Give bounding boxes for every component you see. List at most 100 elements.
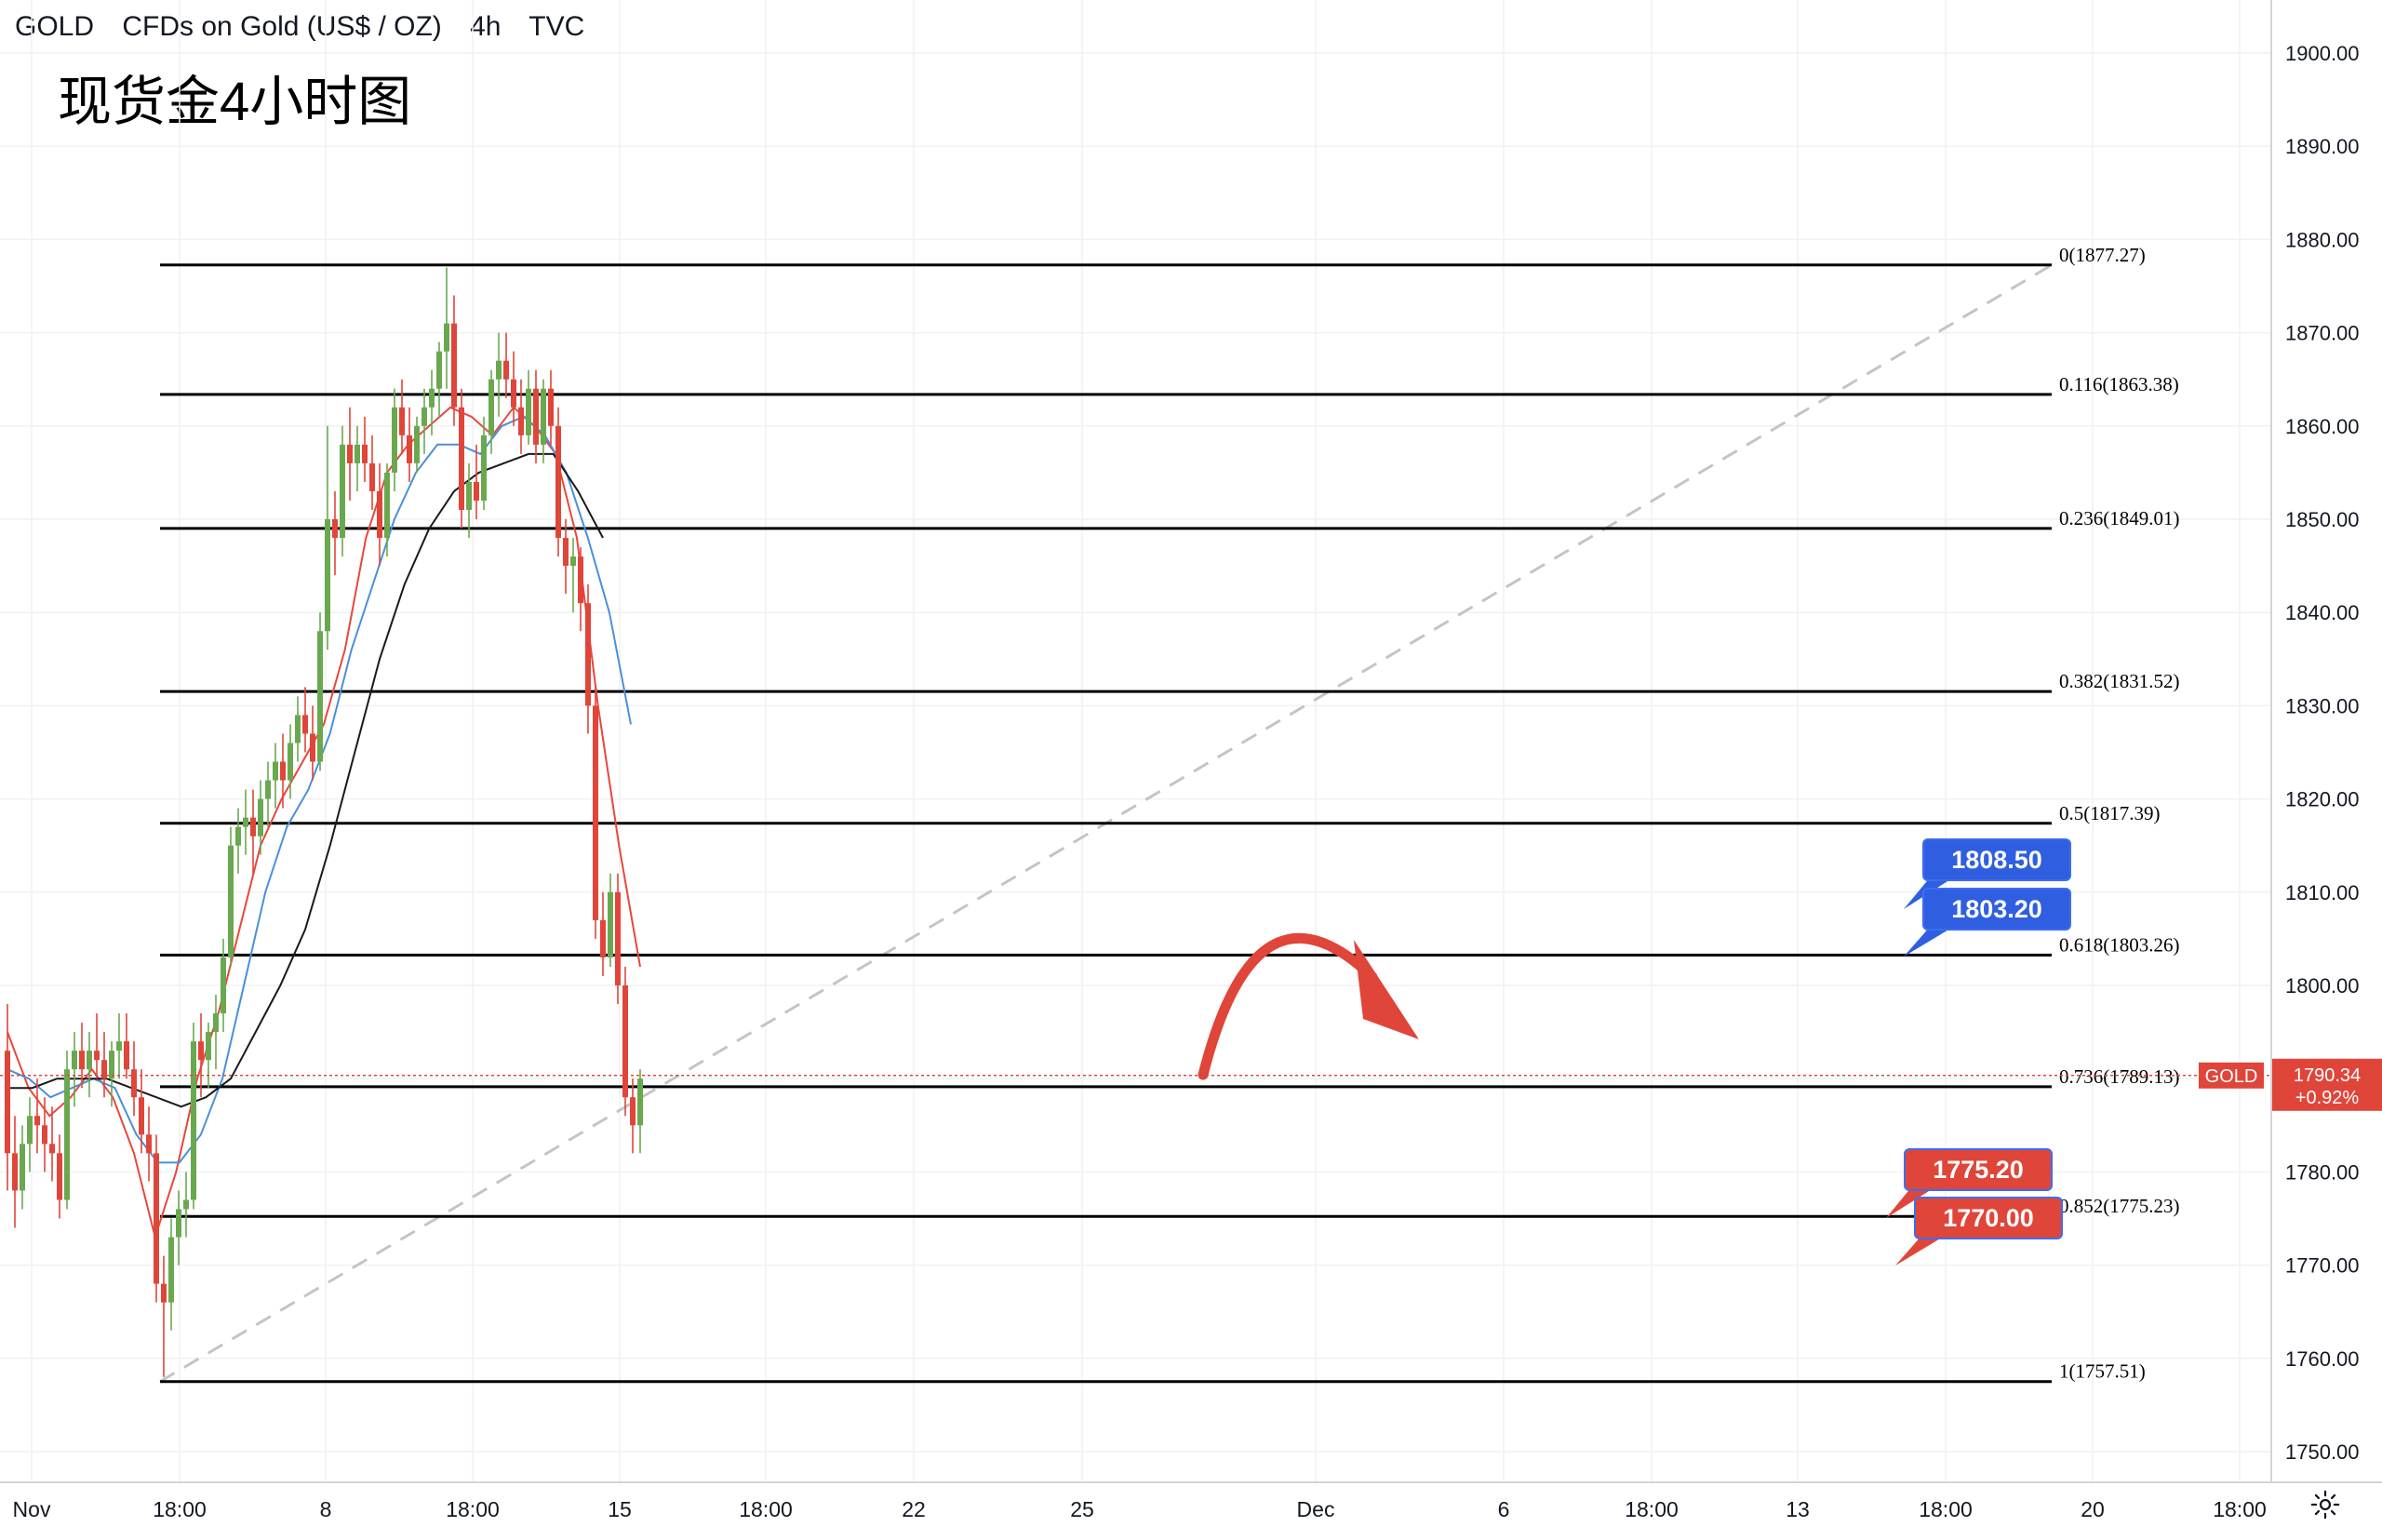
y-tick-label: 1750.00 bbox=[2285, 1440, 2360, 1464]
resistance-callout-box bbox=[1922, 838, 2071, 881]
candlesticks bbox=[5, 267, 643, 1377]
candle-body bbox=[422, 407, 427, 426]
x-tick-label: 18:00 bbox=[2213, 1497, 2267, 1521]
candle-body bbox=[235, 826, 241, 846]
candle-body bbox=[436, 351, 442, 389]
candle-body bbox=[213, 1013, 219, 1033]
candle-body bbox=[548, 388, 554, 426]
gear-icon[interactable] bbox=[2309, 1489, 2341, 1520]
candle-body bbox=[637, 1078, 643, 1126]
candle-body bbox=[332, 519, 338, 539]
x-tick-label: Nov bbox=[13, 1497, 51, 1521]
candle-body bbox=[176, 1209, 181, 1238]
candle-body bbox=[27, 1116, 33, 1145]
fib-level-label: 0.852(1775.23) bbox=[2059, 1195, 2180, 1217]
x-tick-label: 18:00 bbox=[1919, 1497, 1973, 1521]
chart-header: GOLD CFDs on Gold (US$ / OZ) 4h TVC bbox=[15, 11, 605, 43]
candle-body bbox=[288, 743, 293, 781]
candle-body bbox=[198, 1041, 204, 1061]
support-callout-text: 1770.00 bbox=[1943, 1204, 2034, 1232]
candle-body bbox=[503, 360, 509, 380]
candle-body bbox=[206, 1032, 211, 1061]
price-axis[interactable]: 1900.00 1890.00 1880.00 1870.00 1860.00 1850.… bbox=[2285, 42, 2360, 1464]
y-tick-label: 1890.00 bbox=[2285, 135, 2360, 158]
candle-body bbox=[109, 1051, 114, 1079]
y-tick-label: 1770.00 bbox=[2285, 1254, 2360, 1278]
fib-level-label: 0.5(1817.39) bbox=[2059, 802, 2161, 824]
fib-level-label: 0.736(1789.13) bbox=[2059, 1065, 2180, 1088]
x-tick-label: 6 bbox=[1498, 1497, 1510, 1521]
candle-body bbox=[57, 1153, 62, 1200]
candle-body bbox=[429, 388, 435, 408]
time-axis[interactable]: Nov 18:00 8 18:00 15 18:00 22 25 Dec 6 18:00 13 18:0… bbox=[13, 1497, 2267, 1521]
candle-body bbox=[5, 1051, 10, 1154]
resistance-callout-box bbox=[1922, 888, 2071, 931]
candle-body bbox=[221, 957, 226, 1014]
candle-body bbox=[49, 1144, 55, 1154]
candle-body bbox=[630, 1097, 636, 1126]
x-tick-label: 20 bbox=[2081, 1497, 2105, 1521]
y-tick-label: 1870.00 bbox=[2285, 322, 2360, 345]
symbol-tag-text: GOLD bbox=[2205, 1066, 2258, 1087]
y-tick-label: 1840.00 bbox=[2285, 601, 2360, 624]
fib-level-label: 0.116(1863.38) bbox=[2059, 373, 2179, 395]
candle-body bbox=[325, 519, 330, 632]
price-tag-box bbox=[2272, 1058, 2382, 1111]
candle-body bbox=[392, 407, 397, 473]
y-tick-label: 1860.00 bbox=[2285, 415, 2360, 438]
axis-lines bbox=[0, 0, 2382, 1483]
candle-body bbox=[459, 407, 464, 510]
candle-body bbox=[42, 1125, 47, 1145]
symbol-label[interactable]: GOLD bbox=[15, 11, 95, 42]
y-tick-label: 1780.00 bbox=[2285, 1160, 2360, 1184]
candle-body bbox=[369, 462, 375, 491]
current-price-tag: GOLD 1790.34+0.92% bbox=[0, 1058, 2382, 1111]
candle-body bbox=[20, 1144, 25, 1191]
candle-body bbox=[451, 323, 457, 408]
y-tick-label: 1810.00 bbox=[2285, 881, 2360, 904]
candle-body bbox=[399, 407, 405, 435]
candle-body bbox=[488, 379, 494, 435]
interval-label[interactable]: 4h bbox=[470, 11, 502, 42]
candle-body bbox=[146, 1134, 152, 1154]
support-callout-box bbox=[1914, 1197, 2063, 1239]
support-callout-pointer bbox=[1895, 1235, 1947, 1265]
candle-body bbox=[608, 891, 613, 957]
fib-level-label: 0.382(1831.52) bbox=[2059, 670, 2180, 692]
candle-body bbox=[161, 1283, 167, 1303]
x-tick-label: Dec bbox=[1297, 1497, 1335, 1521]
candle-body bbox=[34, 1116, 40, 1126]
candle-body bbox=[578, 556, 583, 604]
candle-body bbox=[384, 472, 390, 539]
candle-body bbox=[131, 1069, 137, 1098]
candle-body bbox=[362, 444, 368, 463]
support-callout-box bbox=[1904, 1148, 2053, 1191]
fib-level-label: 0.618(1803.26) bbox=[2059, 933, 2180, 956]
y-tick-label: 1850.00 bbox=[2285, 508, 2360, 531]
fib-level-label: 0.236(1849.01) bbox=[2059, 507, 2180, 529]
x-tick-label: 15 bbox=[608, 1497, 632, 1521]
candle-body bbox=[258, 798, 263, 837]
candle-body bbox=[518, 407, 524, 435]
y-tick-label: 1830.00 bbox=[2285, 694, 2360, 717]
candle-body bbox=[511, 379, 516, 408]
y-tick-label: 1880.00 bbox=[2285, 228, 2360, 251]
x-tick-label: 18:00 bbox=[446, 1497, 500, 1521]
candle-body bbox=[563, 538, 569, 567]
candle-body bbox=[243, 817, 248, 827]
candle-body bbox=[273, 761, 278, 781]
candle-body bbox=[116, 1041, 122, 1051]
moving-average-line bbox=[7, 452, 604, 1108]
candle-body bbox=[310, 733, 315, 762]
x-tick-label: 22 bbox=[902, 1497, 926, 1521]
y-tick-label: 1760.00 bbox=[2285, 1347, 2360, 1371]
price-tag-change: +0.92% bbox=[2295, 1088, 2360, 1108]
symbol-description: CFDs on Gold (US$ / OZ) bbox=[122, 11, 442, 42]
x-tick-label: 18:00 bbox=[739, 1497, 793, 1521]
candle-body bbox=[168, 1237, 174, 1303]
candle-body bbox=[265, 780, 271, 799]
chart-title: 现货金4小时图 bbox=[58, 72, 412, 132]
candle-body bbox=[317, 631, 323, 762]
candle-body bbox=[474, 481, 479, 501]
